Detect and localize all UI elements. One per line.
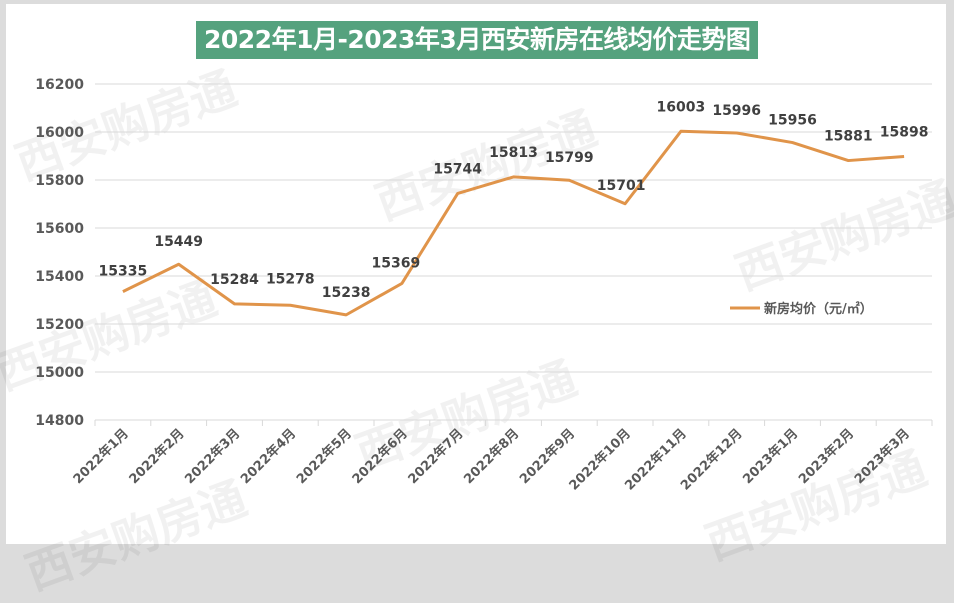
data-label: 15369 xyxy=(372,255,421,271)
price-line xyxy=(122,129,905,317)
chart-title: 2022年1月-2023年3月西安新房在线均价走势图 xyxy=(196,21,759,59)
y-tick-label: 14800 xyxy=(35,413,84,429)
y-tick-label: 15800 xyxy=(35,173,84,189)
x-tick-label: 2022年7月 xyxy=(405,426,467,488)
y-tick-label: 15000 xyxy=(35,365,84,381)
data-label: 15278 xyxy=(266,271,315,287)
y-tick-label: 16000 xyxy=(35,125,84,141)
x-tick-label: 2022年9月 xyxy=(516,426,578,488)
y-tick-label: 15200 xyxy=(35,317,84,333)
x-tick-label: 2022年2月 xyxy=(126,426,188,488)
data-label: 15335 xyxy=(99,264,148,280)
x-tick-label: 2023年1月 xyxy=(740,426,802,488)
data-label: 15996 xyxy=(712,103,761,119)
data-label: 15881 xyxy=(824,129,873,145)
data-label: 15898 xyxy=(880,124,929,140)
data-label: 15744 xyxy=(433,161,482,177)
data-label: 16003 xyxy=(657,99,706,115)
line-chart: 14800 15000 15200 15400 15600 15800 16000 16200… xyxy=(35,77,933,494)
x-tick-label: 2023年2月 xyxy=(795,426,857,488)
x-tick-label: 2022年5月 xyxy=(293,426,355,488)
data-label: 15799 xyxy=(545,150,594,166)
data-label: 15449 xyxy=(154,234,203,250)
x-tick-label: 2022年3月 xyxy=(182,426,244,488)
data-label: 15813 xyxy=(489,145,538,161)
y-tick-label: 15600 xyxy=(35,221,84,237)
x-tick-label: 2022年4月 xyxy=(237,426,299,488)
data-label: 15238 xyxy=(322,285,371,301)
x-tick-label: 2022年8月 xyxy=(461,426,523,488)
legend-label: 新房均价（元/㎡） xyxy=(764,301,873,317)
data-label: 15701 xyxy=(597,178,646,194)
y-tick-label: 16200 xyxy=(35,77,84,93)
data-label: 15284 xyxy=(210,272,259,288)
data-label: 15956 xyxy=(768,113,817,129)
x-tick-label: 2023年3月 xyxy=(851,426,913,488)
chart-frame xyxy=(6,4,946,544)
y-tick-label: 15400 xyxy=(35,269,84,285)
x-tick-label: 2022年1月 xyxy=(70,426,132,488)
x-tick-label: 2022年6月 xyxy=(349,426,411,488)
